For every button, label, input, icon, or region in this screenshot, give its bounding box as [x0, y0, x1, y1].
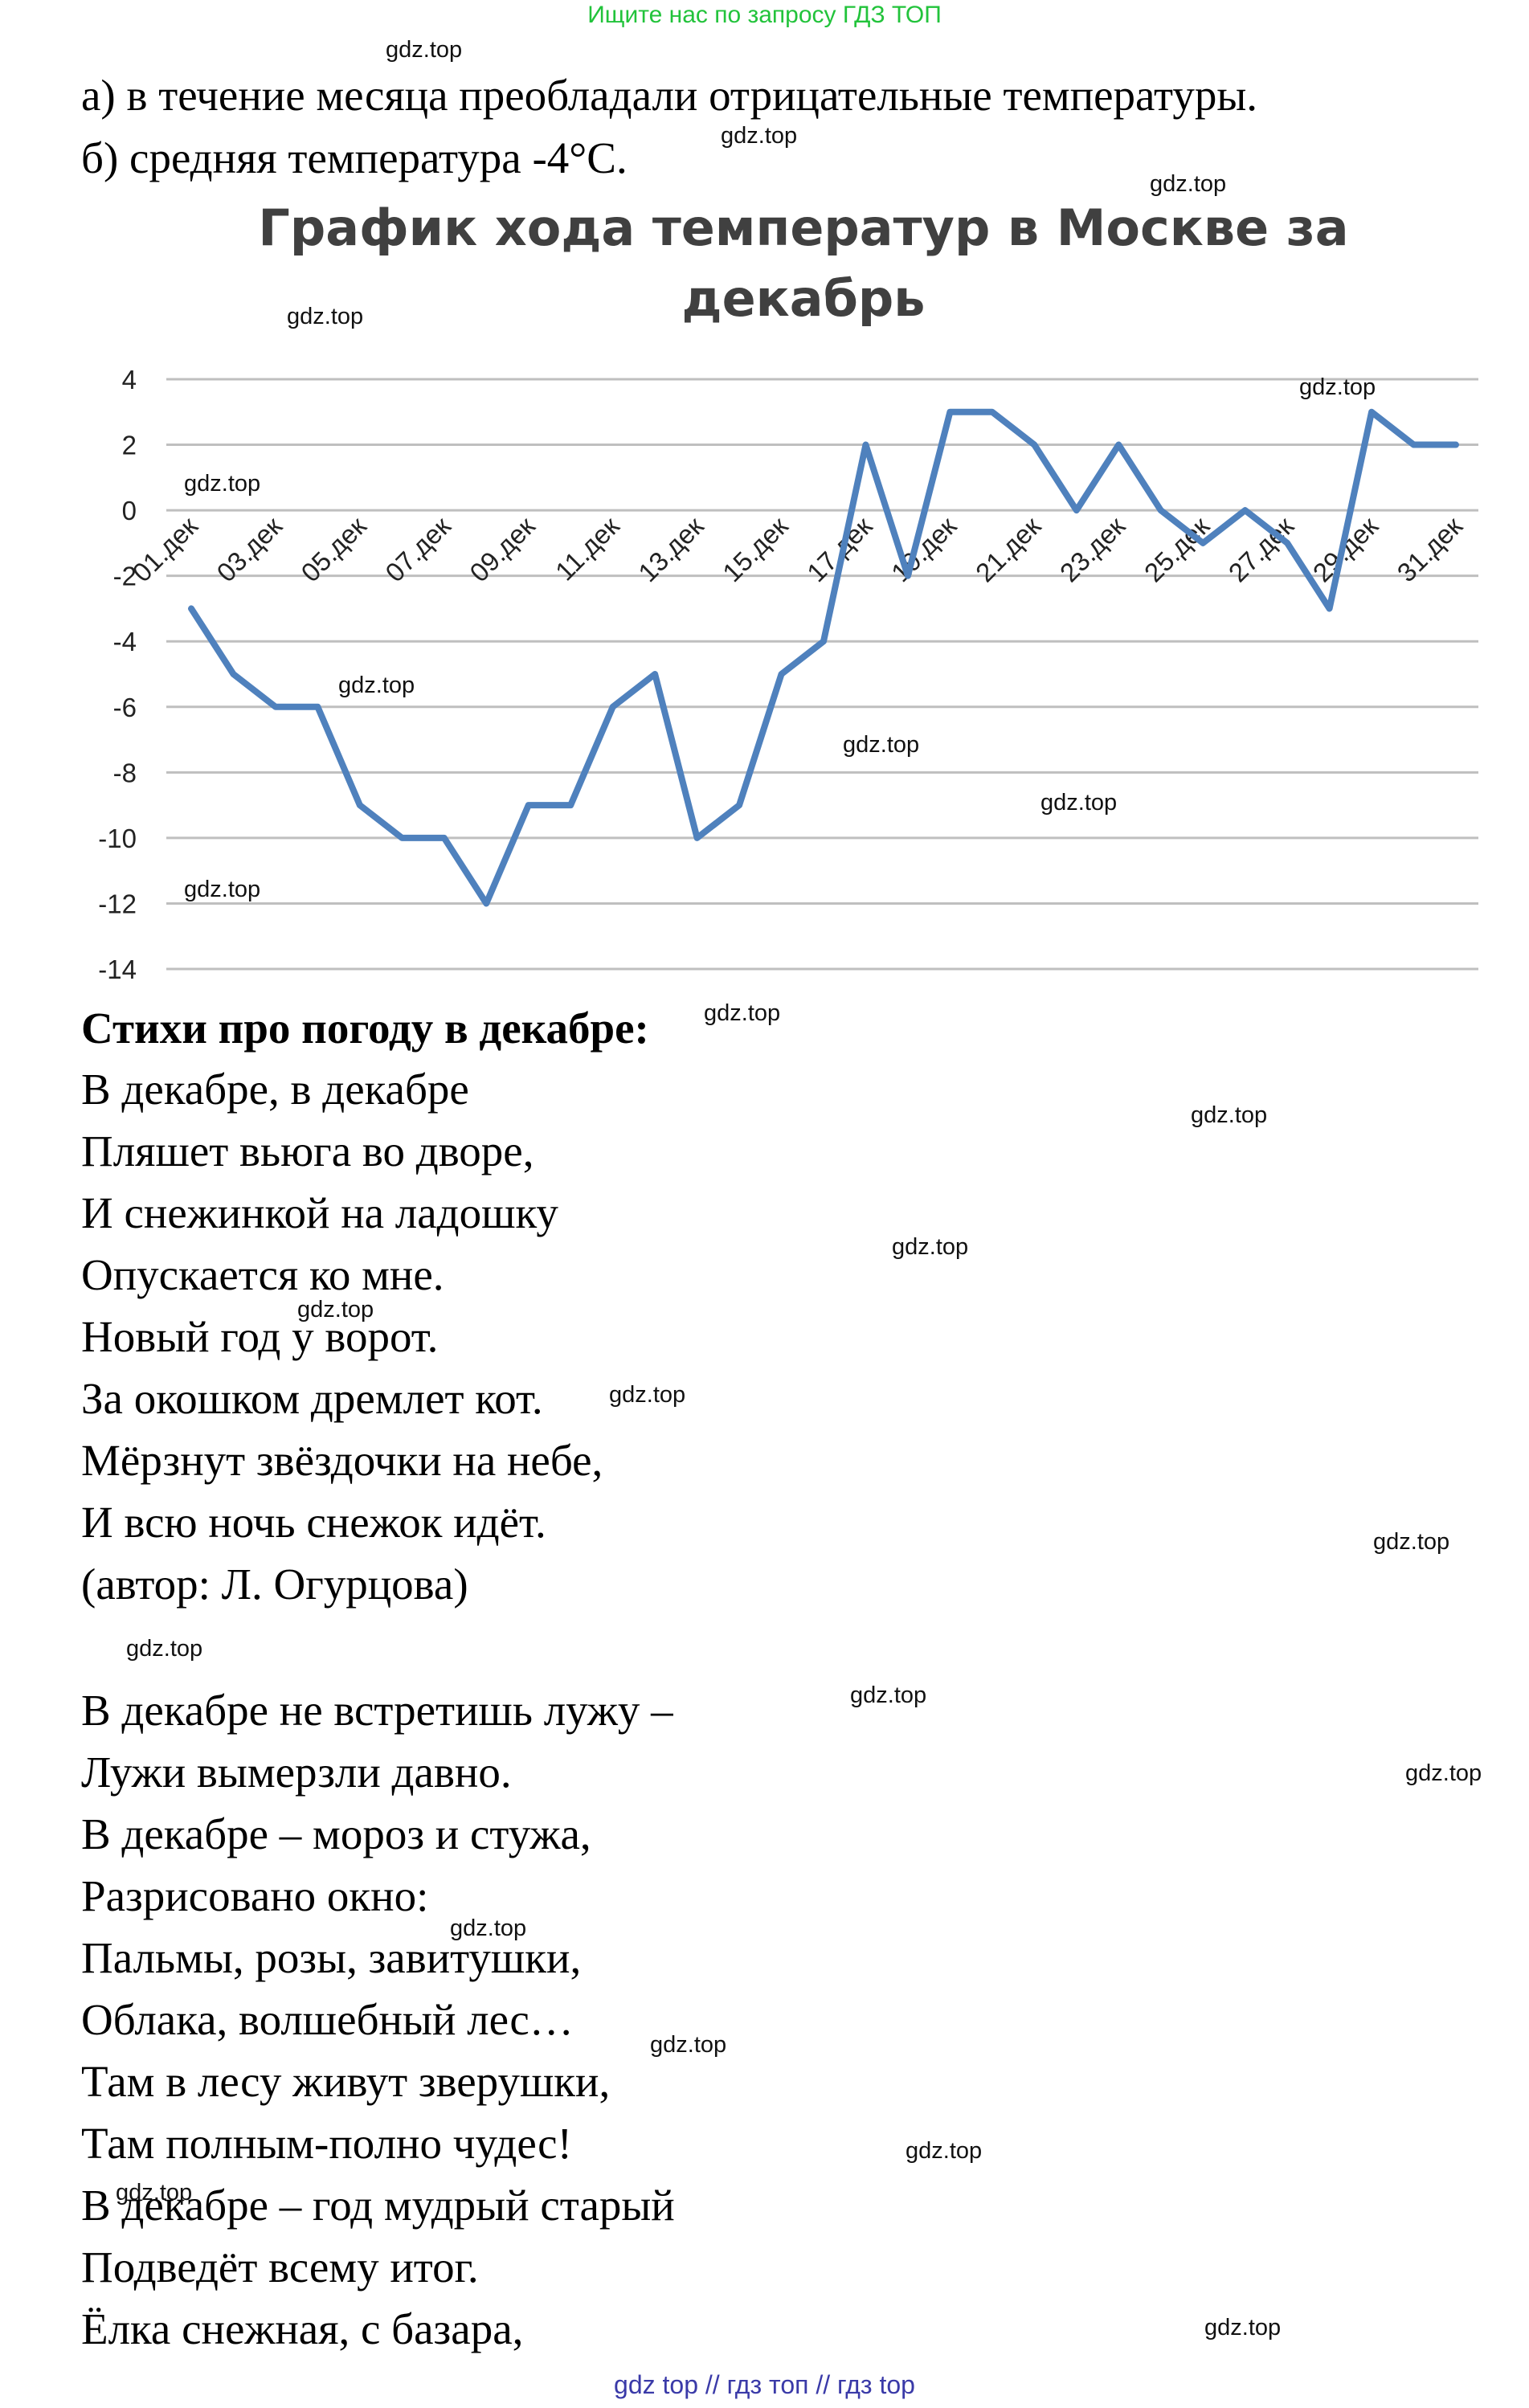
watermark-text: gdz.top — [609, 1382, 686, 1408]
poem-second-line: Лужи вымерзли давно. — [81, 1748, 512, 1797]
poem-second-line: В декабре не встретишь лужу – — [81, 1686, 673, 1735]
poem-second-line: Пальмы, розы, завитушки, — [81, 1933, 582, 1982]
poem-first-line: (автор: Л. Огурцова) — [81, 1560, 468, 1609]
chart-y-tick-label: 4 — [122, 365, 137, 395]
chart-y-tick-label: -4 — [113, 627, 137, 656]
watermark-text: gdz.top — [1150, 171, 1227, 197]
poem-first-line: Опускается ко мне. — [81, 1250, 444, 1299]
poem-second-line: Там в лесу живут зверушки, — [81, 2057, 611, 2106]
watermark-text: gdz.top — [721, 123, 798, 149]
watermark-text: gdz.top — [850, 1682, 927, 1708]
poem-second-line: Ёлка снежная, с базара, — [81, 2304, 524, 2353]
watermark-text: gdz.top — [1405, 1760, 1482, 1786]
poem-second-line: Облака, волшебный лес… — [81, 1995, 574, 2044]
watermark-text: gdz.top — [184, 471, 261, 497]
watermark-text: gdz.top — [1040, 790, 1118, 816]
watermark-text: gdz.top — [1204, 2315, 1282, 2341]
search-banner[interactable]: Ищите нас по запросу ГДЗ ТОП — [587, 2, 942, 28]
poem-first-line: За окошком дремлет кот. — [81, 1374, 543, 1423]
chart-series-line — [188, 408, 1459, 907]
watermark-text: gdz.top — [287, 304, 364, 329]
poem-first-line: И снежинкой на ладошку — [81, 1188, 558, 1237]
watermark-text: gdz.top — [906, 2138, 983, 2164]
poem-second-line: Подведёт всему итог. — [81, 2242, 479, 2291]
poem-first-line: Мёрзнут звёздочки на небе, — [81, 1436, 603, 1485]
chart-series-temperature — [188, 408, 1459, 907]
answer-b: б) средняя температура -4°C. — [81, 133, 628, 182]
chart-y-tick-label: -10 — [98, 824, 137, 853]
poem-second-line: В декабре – год мудрый старый — [81, 2181, 675, 2230]
chart-y-tick-label: -6 — [113, 693, 137, 722]
chart-y-tick-labels: 4 2 0 -2 -4 -6 -8 -10 -12 -14 — [98, 365, 137, 984]
watermark-text: gdz.top — [650, 2032, 727, 2058]
watermark-text: gdz.top — [184, 877, 261, 902]
chart-y-tick-label: 2 — [122, 431, 137, 460]
poems-heading: Стихи про погоду в декабре: — [81, 1004, 649, 1053]
chart-y-tick-label: -14 — [98, 955, 137, 984]
watermark-text: gdz.top — [126, 1636, 203, 1662]
watermark-text: gdz.top — [338, 673, 415, 698]
poem-second-line: В декабре – мороз и стужа, — [81, 1809, 591, 1858]
chart-y-tick-label: 0 — [122, 496, 137, 525]
watermark-text: gdz.top — [1373, 1529, 1450, 1555]
watermark-text: gdz.top — [1299, 374, 1376, 400]
answer-a: а) в течение месяца преобладали отрицате… — [81, 71, 1258, 120]
poem-second-line: Там полным-полно чудес! — [81, 2119, 572, 2168]
watermark-text: gdz.top — [297, 1297, 374, 1323]
poem-first-line: Новый год у ворот. — [81, 1312, 439, 1361]
watermark-text: gdz.top — [386, 37, 463, 63]
chart-y-tick-label: -2 — [113, 562, 137, 591]
poem-second-line: Разрисовано окно: — [81, 1871, 429, 1920]
poem-first-line: И всю ночь снежок идёт. — [81, 1498, 546, 1547]
chart-title-line: декабрь — [682, 269, 926, 328]
poem-first-line: В декабре, в декабре — [81, 1065, 469, 1114]
watermark-text: gdz.top — [892, 1234, 969, 1260]
chart-title: График хода температур в Москве за декабр… — [258, 198, 1348, 328]
watermark-text: gdz.top — [450, 1915, 527, 1941]
poem-first-line: Пляшет вьюга во дворе, — [81, 1126, 534, 1175]
chart-title-line: График хода температур в Москве за — [258, 198, 1348, 257]
chart-y-tick-label: -8 — [113, 758, 137, 787]
chart-y-tick-label: -12 — [98, 889, 137, 918]
watermark-text: gdz.top — [116, 2180, 193, 2206]
watermark-text: gdz.top — [704, 1000, 781, 1026]
watermark-text: gdz.top — [1191, 1102, 1268, 1128]
watermark-text: gdz.top — [843, 732, 920, 758]
temperature-chart: График хода температур в Москве за декабр… — [98, 198, 1478, 984]
footer-links[interactable]: gdz top // гдз топ // гдз top — [614, 2370, 915, 2399]
